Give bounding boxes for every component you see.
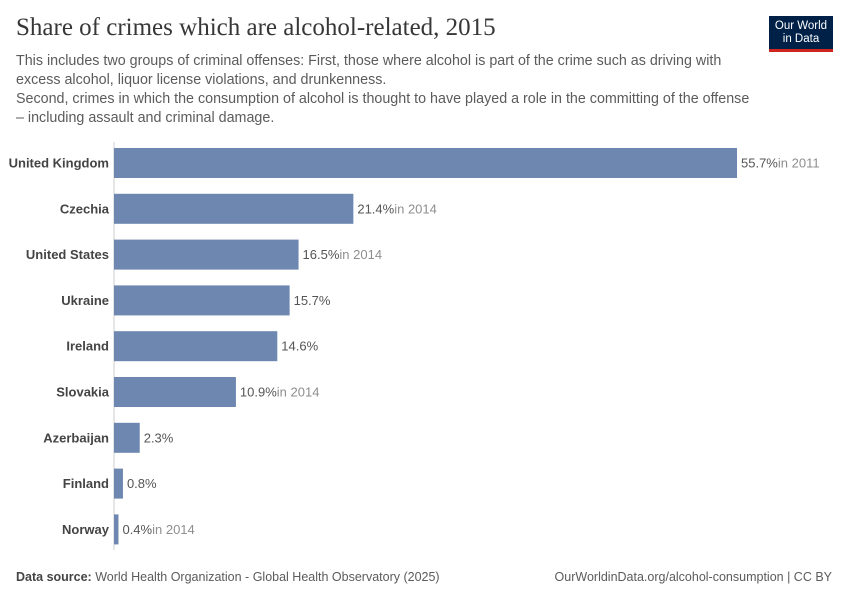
logo-text: Our World: [774, 20, 828, 32]
category-label: United States: [26, 247, 109, 262]
category-label: Ireland: [66, 339, 109, 354]
bar[interactable]: [114, 377, 236, 407]
logo-text: in Data: [782, 33, 820, 45]
bar[interactable]: [114, 239, 299, 270]
year-note: in 2014: [339, 247, 382, 262]
category-label: Czechia: [60, 201, 110, 216]
category-label: Finland: [63, 476, 109, 491]
category-label: United Kingdom: [9, 156, 109, 171]
chart-title: Share of crimes which are alcohol-relate…: [16, 14, 496, 41]
value-label: 2.3%: [144, 430, 174, 445]
category-label: Ukraine: [61, 293, 109, 308]
subtitle-line: Second, crimes in which the consumption …: [16, 91, 750, 126]
bar[interactable]: [114, 514, 119, 545]
bar[interactable]: [114, 422, 140, 453]
value-label: 0.4%in 2014: [122, 522, 194, 537]
category-label: Azerbaijan: [43, 430, 109, 445]
value-label: 10.9%in 2014: [240, 385, 320, 400]
year-note: in 2014: [152, 522, 195, 537]
year-note: in 2011: [778, 156, 820, 171]
bar[interactable]: [114, 331, 278, 362]
value-label: 16.5%in 2014: [303, 247, 383, 262]
value-label: 14.6%: [281, 339, 318, 354]
value-label: 21.4%in 2014: [357, 201, 437, 216]
value-label: 0.8%: [127, 476, 157, 491]
source-text: World Health Organization - Global Healt…: [95, 570, 440, 584]
bar[interactable]: [114, 148, 737, 178]
chart-subtitle: This includes two groups of criminal off…: [16, 52, 756, 128]
value-label: 15.7%: [294, 293, 331, 308]
year-note: in 2014: [394, 201, 437, 216]
footer-url[interactable]: OurWorldinData.org/alcohol-consumption |…: [554, 570, 832, 584]
bar[interactable]: [114, 193, 354, 224]
bar[interactable]: [114, 468, 123, 499]
data-source: Data source: World Health Organization -…: [16, 570, 440, 584]
owid-logo[interactable]: Our World in Data: [769, 16, 833, 52]
source-label: Data source:: [16, 570, 92, 584]
category-label: Slovakia: [56, 385, 110, 400]
subtitle-line: This includes two groups of criminal off…: [16, 53, 722, 88]
year-note: in 2014: [277, 385, 320, 400]
category-label: Norway: [62, 522, 110, 537]
bar[interactable]: [114, 285, 290, 316]
value-label: 55.7%in 2011: [741, 156, 820, 171]
